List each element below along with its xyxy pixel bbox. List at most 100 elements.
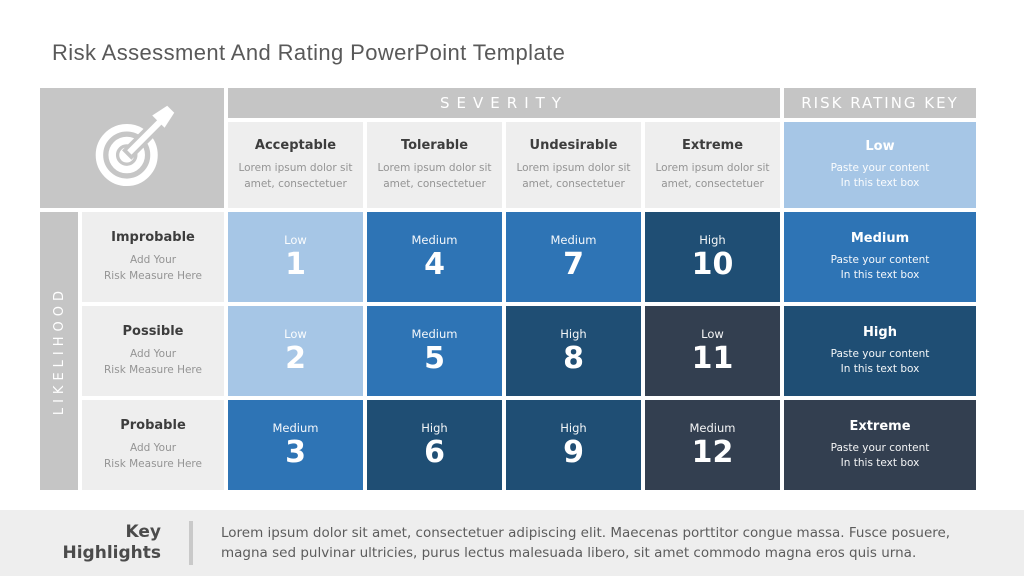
row-title: Possible [122,324,184,340]
col-title: Tolerable [400,138,469,154]
cell-value: 1 [285,247,306,282]
row-subtitle: Add Your Risk Measure Here [104,253,202,283]
key-title: Medium [850,230,910,246]
cell-level: Low [284,233,307,247]
row-subtitle: Add Your Risk Measure Here [104,441,202,471]
key-title: Low [865,138,895,154]
page-title: Risk Assessment And Rating PowerPoint Te… [52,40,566,65]
cell-level: Low [701,327,724,341]
matrix-cell-5[interactable]: Medium 5 [367,306,502,396]
key-body-line: In this text box [840,177,920,189]
key-body-line: Paste your content [830,253,930,266]
cell-value: 2 [285,341,306,376]
key-body-line: Paste your content [830,441,930,454]
key-highlights-band: Key Highlights Lorem ipsum dolor sit ame… [0,510,1024,576]
severity-col-acceptable[interactable]: Acceptable Lorem ipsum dolor sit amet, c… [228,122,363,208]
key-body: Paste your content In this text box [831,253,930,283]
cell-value: 3 [285,435,306,470]
key-body-line: In this text box [840,363,920,375]
key-body-line: In this text box [840,457,920,469]
row-title: Probable [120,418,186,434]
key-body: Paste your content In this text box [831,347,930,377]
cell-value: 5 [424,341,445,376]
cell-value: 7 [563,247,584,282]
matrix-cell-2[interactable]: Low 2 [228,306,363,396]
cell-value: 10 [691,247,734,282]
col-subtitle: Lorem ipsum dolor sit amet, consectetuer [516,161,630,191]
likelihood-row-improbable[interactable]: Improbable Add Your Risk Measure Here [82,212,224,302]
col-subtitle: Lorem ipsum dolor sit amet, consectetuer [655,161,769,191]
cell-value: 4 [424,247,445,282]
key-highlights-text[interactable]: Lorem ipsum dolor sit amet, consectetuer… [221,524,951,561]
cell-value: 12 [691,435,734,470]
likelihood-row-possible[interactable]: Possible Add Your Risk Measure Here [82,306,224,396]
cell-value: 9 [563,435,584,470]
cell-level: High [560,327,587,341]
row-subtitle-line: Risk Measure Here [104,363,202,376]
matrix-cell-11[interactable]: Low 11 [645,306,780,396]
key-highlights-label: Key Highlights [62,521,162,563]
row-subtitle-line: Add Your [129,254,177,267]
matrix-cell-9[interactable]: High 9 [506,400,641,490]
key-body-line: Paste your content [830,347,930,360]
row-title: Improbable [111,230,195,246]
row-subtitle-line: Add Your [129,348,177,361]
risk-rating-key-header-bar: RISK RATING KEY [784,88,976,118]
col-subtitle-line: Lorem ipsum dolor sit [516,162,631,175]
cell-level: Medium [272,421,319,435]
severity-col-undesirable[interactable]: Undesirable Lorem ipsum dolor sit amet, … [506,122,641,208]
row-subtitle-line: Risk Measure Here [104,457,202,470]
key-title: High [863,324,897,340]
col-subtitle-line: amet, consectetuer [522,177,625,190]
rating-key-low[interactable]: Low Paste your content In this text box [784,122,976,208]
row-subtitle-line: Add Your [129,442,177,455]
severity-label: SEVERITY [440,94,568,112]
key-body-line: Paste your content [830,161,930,174]
col-subtitle-line: Lorem ipsum dolor sit [655,162,770,175]
vertical-divider [189,521,193,565]
risk-rating-key-label: RISK RATING KEY [801,94,959,112]
key-body: Paste your content In this text box [831,441,930,471]
col-title: Extreme [681,138,744,154]
cell-value: 11 [691,341,734,376]
matrix-cell-1[interactable]: Low 1 [228,212,363,302]
matrix-cell-10[interactable]: High 10 [645,212,780,302]
col-subtitle-line: amet, consectetuer [383,177,486,190]
cell-level: Medium [411,233,458,247]
key-body-line: In this text box [840,269,920,281]
matrix-cell-4[interactable]: Medium 4 [367,212,502,302]
cell-level: High [560,421,587,435]
cell-level: Medium [550,233,597,247]
cell-level: High [699,233,726,247]
row-subtitle-line: Risk Measure Here [104,269,202,282]
likelihood-row-probable[interactable]: Probable Add Your Risk Measure Here [82,400,224,490]
matrix-cell-3[interactable]: Medium 3 [228,400,363,490]
cell-level: High [421,421,448,435]
severity-header-bar: SEVERITY [228,88,780,118]
matrix-cell-7[interactable]: Medium 7 [506,212,641,302]
cell-value: 8 [563,341,584,376]
rating-key-extreme[interactable]: Extreme Paste your content In this text … [784,400,976,490]
col-subtitle: Lorem ipsum dolor sit amet, consectetuer [238,161,352,191]
col-subtitle-line: Lorem ipsum dolor sit [377,162,492,175]
rating-key-high[interactable]: High Paste your content In this text box [784,306,976,396]
col-subtitle: Lorem ipsum dolor sit amet, consectetuer [377,161,491,191]
matrix-cell-12[interactable]: Medium 12 [645,400,780,490]
col-subtitle-line: amet, consectetuer [661,177,764,190]
matrix-cell-8[interactable]: High 8 [506,306,641,396]
cell-level: Medium [689,421,736,435]
matrix-cell-6[interactable]: High 6 [367,400,502,490]
risk-matrix: SEVERITY RISK RATING KEY Acceptable Lore… [40,88,976,490]
likelihood-header-bar: LIKELIHOOD [40,212,78,490]
severity-col-extreme[interactable]: Extreme Lorem ipsum dolor sit amet, cons… [645,122,780,208]
cell-level: Medium [411,327,458,341]
cell-level: Low [284,327,307,341]
rating-key-medium[interactable]: Medium Paste your content In this text b… [784,212,976,302]
key-title: Extreme [849,418,911,434]
severity-col-tolerable[interactable]: Tolerable Lorem ipsum dolor sit amet, co… [367,122,502,208]
col-subtitle-line: Lorem ipsum dolor sit [238,162,353,175]
matrix-corner-cell [40,88,224,208]
row-subtitle: Add Your Risk Measure Here [104,347,202,377]
cell-value: 6 [424,435,445,470]
likelihood-label: LIKELIHOOD [51,286,67,416]
